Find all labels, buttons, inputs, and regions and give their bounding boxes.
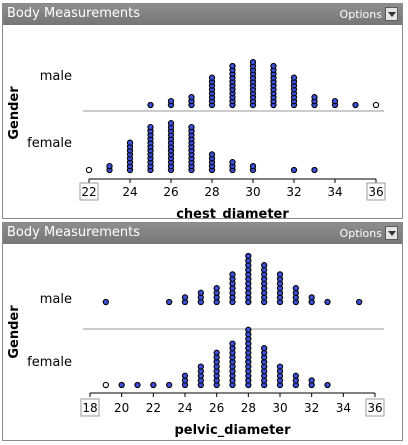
x-tick-label-26: 26 — [209, 401, 224, 415]
panel-title: Body Measurements — [7, 225, 140, 240]
dot-male-26 — [213, 285, 220, 292]
dot-female-22 — [150, 381, 157, 389]
dot-female-30 — [249, 162, 257, 170]
dot-male-29 — [261, 262, 268, 269]
x-tick-label-30: 30 — [245, 185, 260, 199]
x-tick-label-18: 18 — [82, 401, 97, 415]
x-tick-label-24: 24 — [177, 401, 192, 415]
dot-female-28 — [208, 151, 216, 158]
x-axis-label: chest_diameter — [176, 207, 289, 219]
dot-male-23 — [166, 298, 173, 306]
x-tick-box-36 — [365, 398, 385, 417]
dot-male-32 — [308, 294, 315, 301]
dot-female-25 — [147, 123, 154, 131]
dot-male-27 — [188, 94, 195, 101]
options-dropdown-icon[interactable] — [385, 7, 398, 21]
dot-male-19 — [102, 298, 109, 306]
x-tick-label-22: 22 — [81, 185, 96, 199]
dot-female-31 — [292, 372, 299, 379]
dot-male-31 — [292, 285, 299, 292]
dot-female-27 — [229, 340, 236, 347]
dot-female-27 — [188, 123, 195, 131]
dot-female-30 — [276, 363, 284, 370]
x-tick-label-36: 36 — [367, 401, 382, 415]
x-tick-label-36: 36 — [368, 185, 383, 199]
dot-female-33 — [311, 166, 318, 174]
y-axis-label: Gender — [7, 305, 22, 359]
panel-titlebar: Body Measurements Options — [3, 4, 402, 25]
x-tick-label-28: 28 — [241, 401, 256, 415]
options-button[interactable]: Options — [339, 8, 382, 21]
x-tick-label-32: 32 — [304, 401, 319, 415]
dot-male-24 — [181, 294, 189, 301]
dot-male-30 — [249, 58, 257, 66]
dot-female-28 — [245, 326, 252, 333]
dot-female-29 — [229, 159, 236, 166]
dot-male-29 — [229, 62, 236, 70]
dot-male-36 — [372, 101, 380, 109]
dot-male-27 — [229, 271, 236, 278]
dot-male-28 — [245, 252, 252, 260]
x-tick-label-34: 34 — [336, 401, 351, 415]
dot-female-20 — [118, 381, 125, 389]
pelvic-diameter-dot-plot: Gender male female 18 20 22 24 26 28 30 32 34 36 pelv… — [7, 252, 385, 438]
dot-female-32 — [290, 166, 298, 174]
dot-male-28 — [208, 74, 216, 81]
dot-female-24 — [126, 139, 134, 146]
dot-male-30 — [276, 271, 284, 278]
dot-female-24 — [181, 372, 189, 379]
dot-male-33 — [311, 94, 318, 101]
dot-male-31 — [270, 62, 277, 70]
x-axis-label: pelvic_diameter — [174, 423, 291, 438]
dot-female-19 — [102, 381, 109, 389]
dot-female-26 — [213, 349, 220, 356]
chart-panel-chest: Body Measurements Options Gender male fema… — [2, 3, 403, 219]
x-tick-box-22 — [79, 182, 99, 201]
dot-male-26 — [167, 97, 175, 105]
x-tick-box-36 — [366, 182, 386, 201]
chart-panel-pelvic: Body Measurements Options Gender male fema… — [2, 222, 403, 441]
group-label-female: female — [27, 355, 72, 370]
dot-male-34 — [331, 97, 339, 105]
x-tick-label-20: 20 — [114, 401, 129, 415]
dot-male-35 — [352, 101, 359, 109]
dot-female-32 — [308, 377, 315, 384]
y-axis-label: Gender — [7, 86, 22, 140]
dot-female-29 — [261, 345, 268, 352]
options-button[interactable]: Options — [339, 227, 382, 240]
x-tick-box-18 — [80, 398, 100, 417]
dot-female-22 — [85, 166, 93, 174]
panel-title: Body Measurements — [7, 6, 140, 21]
group-label-male: male — [40, 69, 72, 84]
dot-male-33 — [324, 298, 331, 306]
dot-female-21 — [134, 381, 141, 389]
dot-male-32 — [290, 74, 298, 81]
options-dropdown-icon[interactable] — [385, 226, 398, 240]
chest-diameter-dot-plot: Gender male female 22 24 26 28 30 32 34 36 chest_di… — [7, 58, 386, 219]
dot-female-23 — [166, 381, 173, 389]
x-tick-label-24: 24 — [122, 185, 137, 199]
dot-male-35 — [356, 298, 363, 306]
dot-male-25 — [197, 289, 204, 296]
dot-female-33 — [324, 381, 331, 389]
x-tick-label-30: 30 — [272, 401, 287, 415]
x-tick-label-32: 32 — [286, 185, 301, 199]
x-tick-label-22: 22 — [146, 401, 161, 415]
x-tick-label-28: 28 — [204, 185, 219, 199]
panel-titlebar: Body Measurements Options — [3, 223, 402, 244]
group-label-female: female — [27, 136, 72, 151]
dot-female-25 — [197, 363, 204, 370]
dot-female-26 — [167, 120, 175, 127]
x-tick-label-34: 34 — [327, 185, 342, 199]
x-tick-label-26: 26 — [163, 185, 178, 199]
group-label-male: male — [40, 292, 72, 307]
dot-female-23 — [106, 162, 113, 170]
dot-male-25 — [147, 101, 154, 109]
